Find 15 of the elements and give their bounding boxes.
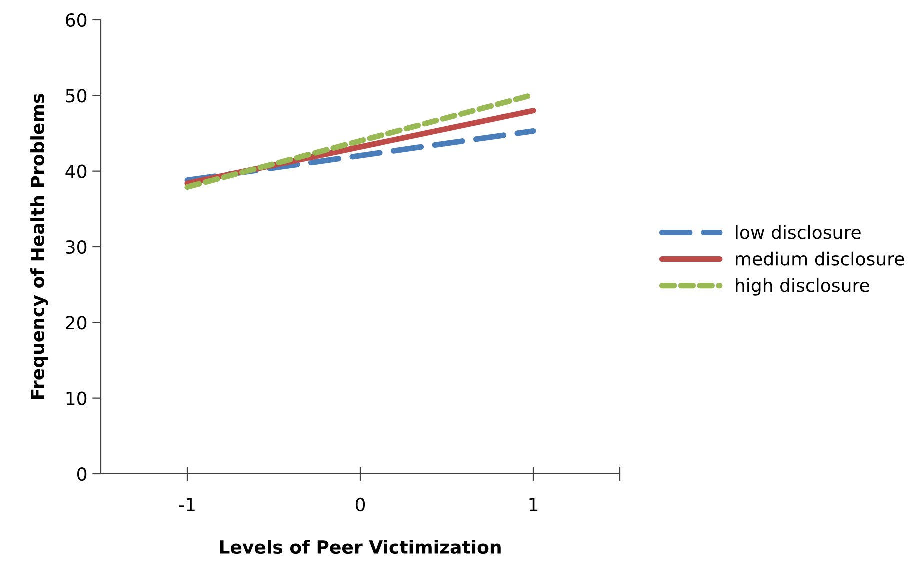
y-axis-title: Frequency of Health Problems: [30, 94, 48, 400]
x-tick-label: 0: [356, 498, 366, 512]
legend-label: low disclosure: [736, 225, 861, 240]
y-tick-label: 10: [66, 392, 87, 406]
x-tick-label: 1: [530, 498, 538, 512]
y-tick-label: 60: [66, 13, 87, 28]
y-tick-label: 40: [66, 164, 87, 178]
y-tick-label: 30: [66, 240, 87, 254]
legend-label: high disclosure: [736, 278, 870, 296]
y-tick-label: 50: [66, 89, 87, 103]
y-tick-label: 0: [78, 467, 87, 482]
legend-label: medium disclosure: [736, 252, 904, 266]
x-tick-label: -1: [179, 498, 195, 512]
y-tick-label: 20: [66, 316, 87, 330]
x-axis-title: Levels of Peer Victimization: [220, 540, 501, 554]
